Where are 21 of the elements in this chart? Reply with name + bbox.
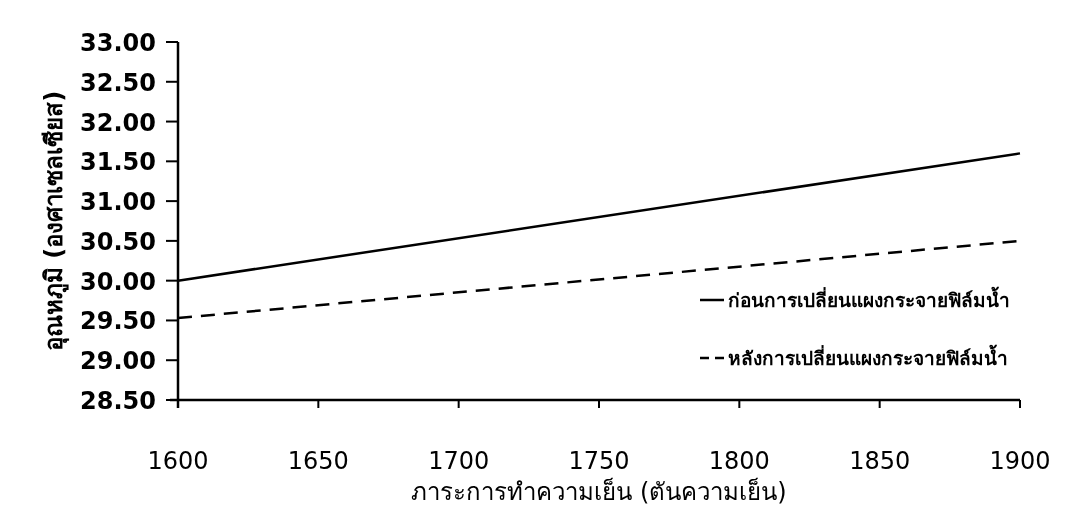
y-tick-label: 29.00 (80, 347, 156, 376)
y-tick-label: 32.50 (80, 68, 156, 97)
y-tick-label: 33.00 (80, 29, 156, 57)
y-tick-label: 30.00 (80, 267, 156, 296)
x-tick-label: 1700 (428, 447, 490, 475)
x-tick-label: 1900 (989, 447, 1051, 475)
y-tick-label: 29.50 (80, 307, 156, 336)
y-tick-label: 30.50 (80, 227, 156, 256)
x-axis-title: ภาระการทำความเย็น (ตันความเย็น) (411, 477, 787, 506)
y-tick-label: 32.00 (80, 108, 156, 137)
y-tick-label: 31.00 (80, 188, 156, 217)
y-axis-title: อุณหภูมิ (องศาเซลเซียส) (40, 90, 70, 352)
x-tick-label: 1600 (147, 447, 209, 475)
legend-label: หลังการเปลี่ยนแผงกระจายฟิล์มน้ำ (728, 344, 1008, 369)
y-tick-label: 28.50 (80, 387, 156, 415)
x-tick-label: 1850 (849, 447, 911, 475)
x-tick-label: 1750 (568, 447, 630, 475)
legend-label: ก่อนการเปลี่ยนแผงกระจายฟิล์มน้ำ (728, 286, 1010, 311)
x-tick-label: 1650 (287, 447, 349, 475)
x-tick-label: 1800 (708, 447, 770, 475)
y-tick-label: 31.50 (80, 148, 156, 177)
